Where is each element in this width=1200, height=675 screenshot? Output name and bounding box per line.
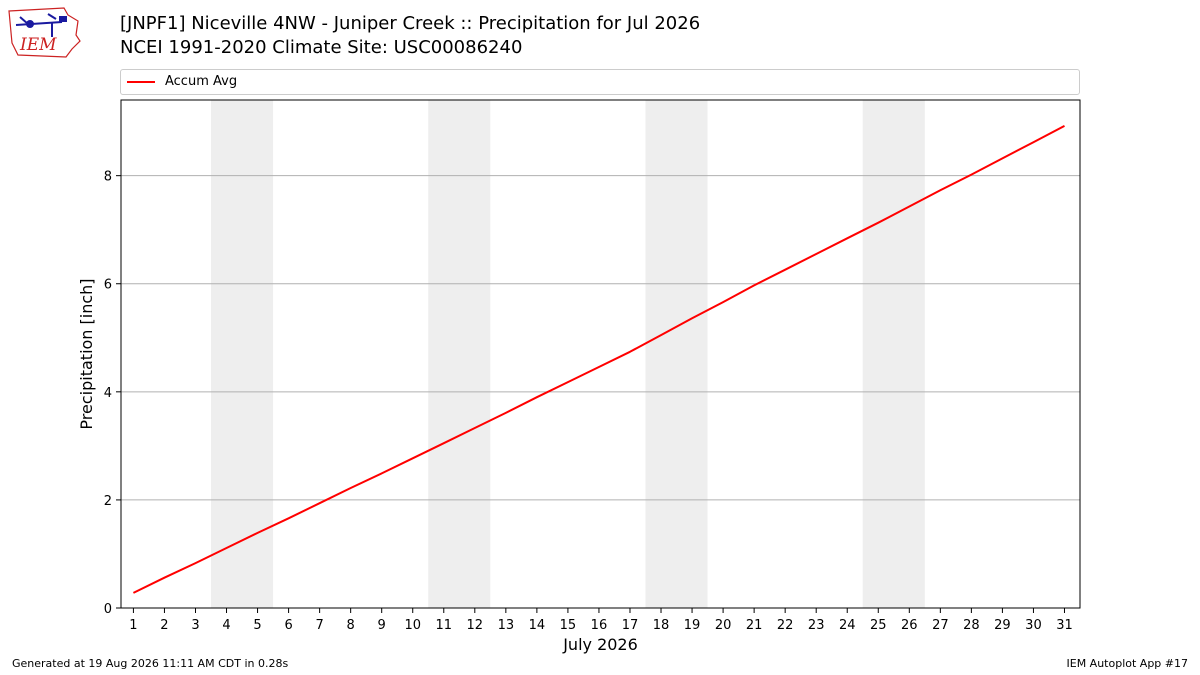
series-line-accum-avg [132, 125, 1065, 594]
x-tick-label-5: 5 [253, 618, 261, 633]
x-tick-label-24: 24 [839, 618, 856, 633]
iem-logo: IEM [8, 7, 81, 58]
weekend-band-2 [428, 100, 491, 608]
x-tick-label-15: 15 [560, 618, 577, 633]
logo-text: IEM [19, 35, 57, 55]
x-tick-label-3: 3 [191, 618, 199, 633]
footer-generated: Generated at 19 Aug 2026 11:11 AM CDT in… [12, 657, 289, 670]
weekend-band-3 [645, 100, 708, 608]
x-tick-label-29: 29 [994, 618, 1011, 633]
weather-station-icon [15, 13, 67, 37]
x-tick-label-19: 19 [684, 618, 701, 633]
legend-swatch-accum-avg [127, 81, 155, 83]
x-tick-label-28: 28 [963, 618, 980, 633]
x-tick-label-18: 18 [653, 618, 670, 633]
x-tick-label-26: 26 [901, 618, 918, 633]
x-tick-label-2: 2 [160, 618, 168, 633]
x-tick-label-10: 10 [404, 618, 421, 633]
x-tick-label-6: 6 [284, 618, 292, 633]
y-tick-label-4: 4 [104, 386, 112, 401]
x-axis: 1 2 3 4 5 6 7 8 9 10 11 12 13 14 15 16 17 18 19 20 21 22 23 24 2… [129, 608, 1073, 633]
x-axis-label: July 2026 [562, 635, 638, 654]
x-tick-label-1: 1 [129, 618, 137, 633]
y-tick-label-8: 8 [104, 170, 112, 185]
x-tick-label-7: 7 [315, 618, 323, 633]
x-tick-label-11: 11 [435, 618, 452, 633]
y-axis: 0 2 4 6 8 [104, 170, 121, 617]
x-tick-label-23: 23 [808, 618, 825, 633]
x-tick-label-12: 12 [467, 618, 484, 633]
x-tick-label-4: 4 [222, 618, 230, 633]
y-axis-label: Precipitation [inch] [77, 278, 96, 429]
grid-lines [121, 175, 1080, 501]
footer-app-id: IEM Autoplot App #17 [1066, 657, 1189, 670]
x-tick-label-20: 20 [715, 618, 732, 633]
plot-frame [120, 99, 1081, 609]
chart-title: [JNPF1] Niceville 4NW - Juniper Creek ::… [120, 12, 700, 60]
y-tick-label-0: 0 [104, 602, 112, 617]
x-tick-label-9: 9 [378, 618, 386, 633]
legend: Accum Avg [120, 69, 1080, 95]
x-tick-label-30: 30 [1025, 618, 1042, 633]
iowa-outline-icon [8, 7, 81, 58]
x-tick-label-27: 27 [932, 618, 949, 633]
weekend-band-4 [862, 100, 925, 608]
y-tick-label-6: 6 [104, 278, 112, 293]
x-tick-label-8: 8 [347, 618, 355, 633]
x-tick-label-14: 14 [529, 618, 546, 633]
weekend-bands [211, 100, 925, 608]
title-line-2: NCEI 1991-2020 Climate Site: USC00086240 [120, 37, 523, 58]
legend-label-accum-avg: Accum Avg [165, 74, 238, 89]
title-line-1: [JNPF1] Niceville 4NW - Juniper Creek ::… [120, 13, 701, 34]
y-tick-label-2: 2 [104, 494, 112, 509]
x-tick-label-17: 17 [622, 618, 639, 633]
x-tick-label-22: 22 [777, 618, 794, 633]
x-tick-label-13: 13 [498, 618, 515, 633]
weekend-band-1 [211, 100, 274, 608]
x-tick-label-25: 25 [870, 618, 887, 633]
x-tick-label-31: 31 [1056, 618, 1073, 633]
x-tick-label-16: 16 [591, 618, 608, 633]
x-tick-label-21: 21 [746, 618, 763, 633]
